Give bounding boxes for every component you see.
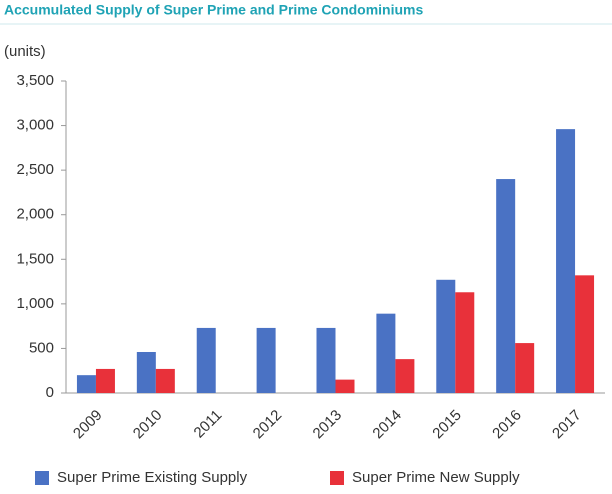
bar xyxy=(76,375,96,393)
x-tick-label: 2017 xyxy=(549,407,585,443)
chart-title: Accumulated Supply of Super Prime and Pr… xyxy=(4,2,424,18)
x-tick-label: 2013 xyxy=(310,407,346,443)
y-tick-label: 500 xyxy=(29,339,54,356)
y-axis-label: (units) xyxy=(4,43,46,60)
bar xyxy=(496,179,516,393)
bar xyxy=(436,279,456,393)
bar xyxy=(575,275,595,393)
y-tick-label: 3,500 xyxy=(16,72,54,89)
legend-swatch xyxy=(35,471,49,485)
bar xyxy=(196,327,216,393)
bar xyxy=(335,379,355,393)
y-tick-label: 2,500 xyxy=(16,161,54,178)
y-tick-label: 2,000 xyxy=(16,206,54,223)
bar xyxy=(455,292,475,393)
bar xyxy=(155,368,175,393)
bar xyxy=(256,327,276,393)
y-tick-label: 0 xyxy=(46,384,54,401)
x-tick-label: 2014 xyxy=(369,407,405,443)
bar xyxy=(136,351,156,393)
x-tick-label: 2011 xyxy=(191,407,226,442)
x-tick-label: 2009 xyxy=(70,407,106,443)
y-tick-label: 3,000 xyxy=(16,117,54,134)
x-tick-label: 2015 xyxy=(429,407,465,443)
bar xyxy=(316,327,336,393)
bar xyxy=(95,368,115,393)
bar xyxy=(515,343,535,393)
x-tick-label: 2016 xyxy=(489,407,525,443)
y-tick-label: 1,500 xyxy=(16,250,54,267)
legend-swatch xyxy=(330,471,344,485)
legend-label: Super Prime Existing Supply xyxy=(57,469,248,486)
bar xyxy=(376,313,396,393)
bar xyxy=(395,359,415,393)
y-tick-label: 1,000 xyxy=(16,295,54,312)
x-tick-label: 2010 xyxy=(130,407,166,443)
x-tick-label: 2012 xyxy=(250,407,286,443)
bar xyxy=(556,129,576,393)
legend-label: Super Prime New Supply xyxy=(352,469,520,486)
